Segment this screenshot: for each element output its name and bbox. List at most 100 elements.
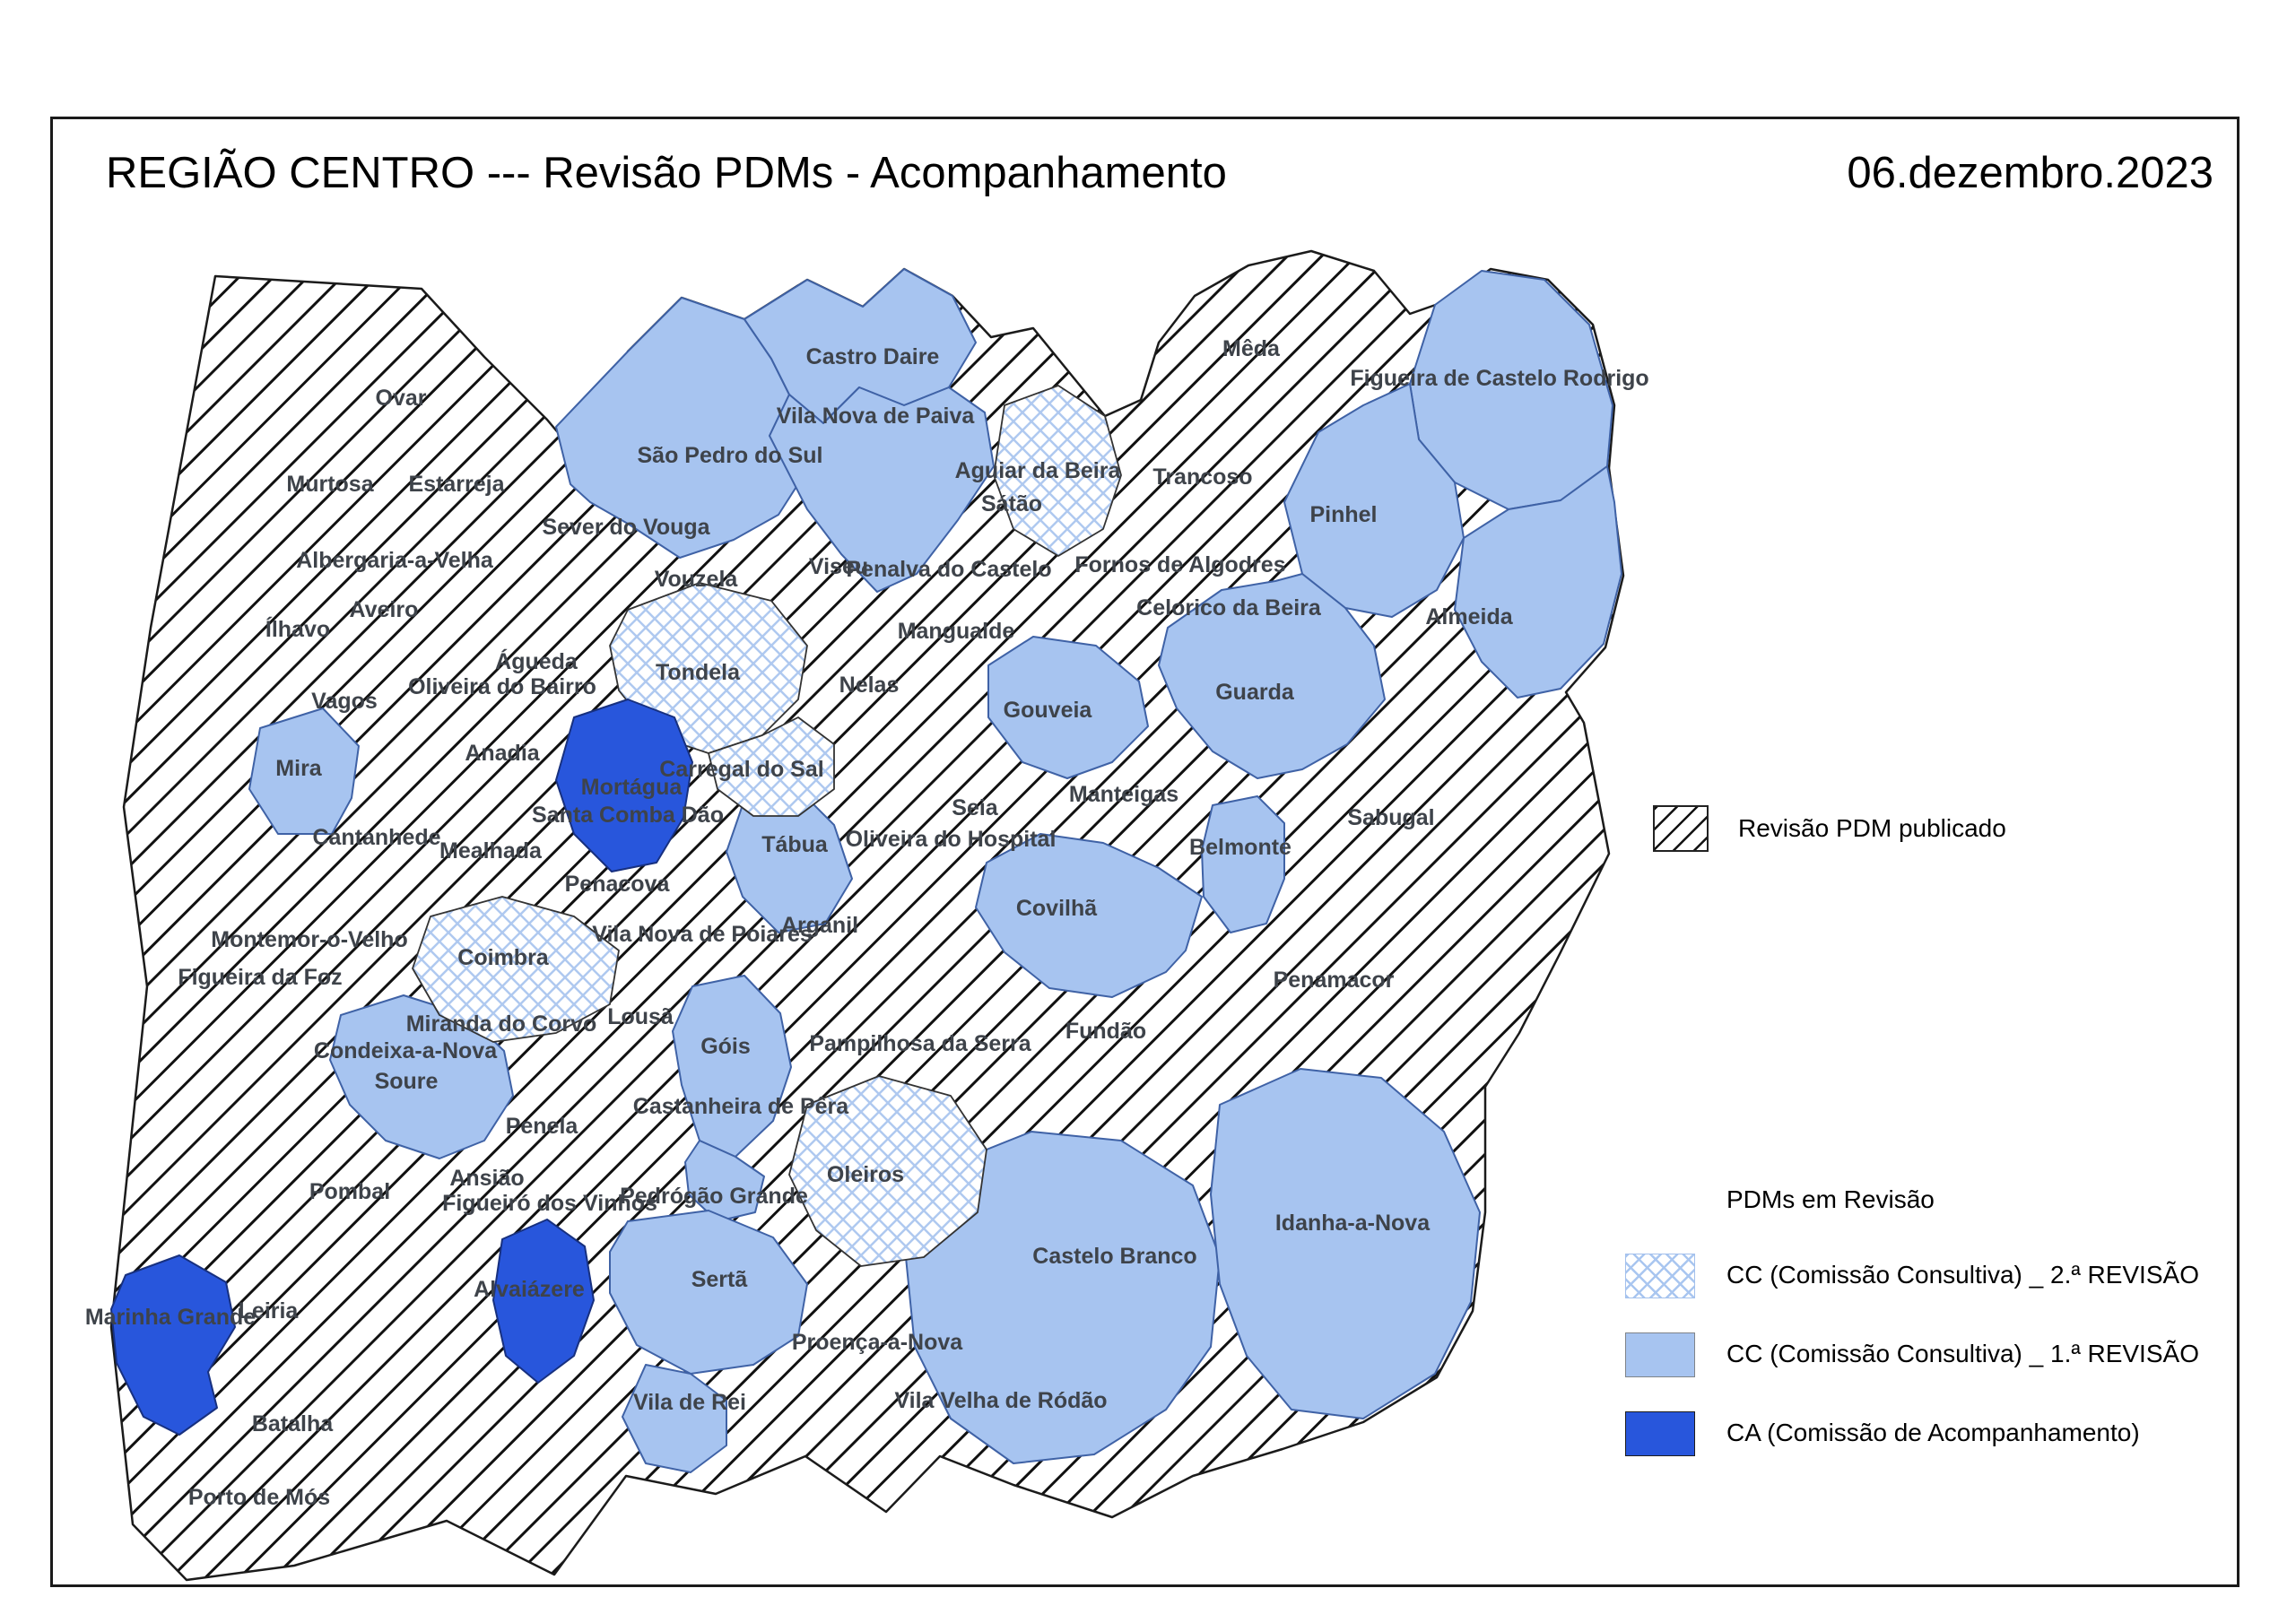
map-label-gouveia: Gouveia [1004, 698, 1093, 723]
map-label-penacova: Penacova [565, 872, 671, 897]
map-label-castro-daire: Castro Daire [806, 344, 940, 369]
municipality-marinha-grande [110, 1254, 236, 1436]
municipality-serta [609, 1210, 808, 1375]
map-label-vila-nova-de-poiares: Vila Nova de Poiares [592, 922, 813, 947]
municipality-vila-de-rei [622, 1364, 727, 1473]
map-labels: Ovar Murtosa Estarreja Sever do Vouga Alberg… [85, 336, 1649, 1510]
map-label-mangualde: Mangualde [898, 619, 1015, 644]
municipality-vila-nova-de-paiva [769, 386, 995, 593]
map-label-vila-de-rei: Vila de Rei [633, 1390, 746, 1415]
map-label-manteigas: Manteigas [1069, 782, 1178, 807]
map-label-oleiros: Oleiros [827, 1162, 904, 1187]
map-label-estarreja: Estarreja [408, 472, 505, 497]
map-label-guarda: Guarda [1215, 680, 1295, 705]
map-label-penalva-do-castelo: Penalva do Castelo [846, 557, 1051, 582]
map-label-nelas: Nelas [839, 673, 900, 698]
municipality-gois [672, 975, 792, 1158]
map-label-pinhel: Pinhel [1309, 502, 1377, 527]
map-label-miranda-do-corvo: Miranda do Corvo [406, 1011, 597, 1037]
map-label-belmonte: Belmonte [1189, 835, 1292, 860]
municipality-alvaiazere [492, 1219, 595, 1384]
legend-label-publicado: Revisão PDM publicado [1738, 814, 2006, 842]
map-label-tondela: Tondela [656, 660, 741, 685]
municipality-castelo-branco [905, 1131, 1221, 1464]
municipality-belmonte [1201, 795, 1285, 933]
municipality-carregal-do-sal [708, 716, 835, 817]
municipality-gouveia [987, 636, 1149, 779]
map-label-figueira-da-foz: Figueira da Foz [178, 965, 342, 990]
map-label-alvaiazere: Alvaiázere [474, 1277, 585, 1302]
map-label-condeixa-a-nova: Condeixa-a-Nova [314, 1038, 498, 1063]
map-label-penela: Penela [506, 1114, 579, 1139]
map-label-leiria: Leiria [239, 1298, 300, 1324]
map-label-ilhavo: Ílhavo [265, 616, 330, 642]
map-label-vagos: Vagos [311, 689, 378, 714]
map-label-ansiao: Ansião [449, 1166, 524, 1191]
map-label-penamacor: Penamacor [1274, 968, 1395, 993]
legend-swatch-publicado [1653, 805, 1709, 852]
map-label-aveiro: Aveiro [350, 597, 419, 622]
map-label-murtosa: Murtosa [286, 472, 374, 497]
map-label-arganil: Arganil [781, 913, 858, 938]
municipality-castanheira-de-pera [684, 1140, 765, 1222]
map-label-soure: Soure [375, 1069, 439, 1094]
legend-swatch-cc-2a-revisao [1625, 1254, 1695, 1298]
map-label-sao-pedro-do-sul: São Pedro do Sul [638, 443, 823, 468]
map-label-coimbra: Coimbra [457, 945, 550, 970]
legend-swatch-ca [1625, 1411, 1695, 1456]
map-label-pombal: Pombal [309, 1179, 390, 1204]
map-label-lousa: Lousã [607, 1004, 674, 1029]
map-label-vila-velha-de-rodao: Vila Velha de Ródão [894, 1388, 1107, 1413]
legend-heading: PDMs em Revisão [1726, 1185, 1935, 1213]
map-label-fornos-de-algodres: Fornos de Algodres [1074, 552, 1285, 577]
legend-label-cc-1a-revisao: CC (Comissão Consultiva) _ 1.ª REVISÃO [1726, 1340, 2199, 1367]
map-label-vila-nova-de-paiva: Vila Nova de Paiva [777, 404, 976, 429]
map-label-anadia: Anadia [465, 741, 540, 766]
map-label-fundao: Fundão [1065, 1019, 1146, 1044]
map-label-idanha-a-nova: Idanha-a-Nova [1275, 1211, 1431, 1236]
map-label-oliveira-do-hospital: Oliveira do Hospital [846, 827, 1057, 852]
map-label-figueiro-dos-vinhos: Figueiró dos Vinhos [442, 1191, 657, 1216]
map-label-viseu: Viseu [809, 554, 868, 579]
municipality-aguiar-da-beira [993, 385, 1122, 557]
map-label-marinha-grande: Marinha Grande [85, 1305, 256, 1330]
map-label-figueira-de-castelo-rodrigo: Figueira de Castelo Rodrigo [1350, 366, 1648, 391]
map-label-pedrogao-grande: Pedrógão Grande [620, 1184, 808, 1209]
map-label-porto-de-mos: Porto de Mós [188, 1485, 330, 1510]
municipality-mira [248, 707, 360, 835]
map-label-carregal-do-sal: Carregal do Sal [659, 757, 823, 782]
map-label-castelo-branco: Castelo Branco [1032, 1244, 1196, 1269]
map-label-gois: Góis [700, 1034, 751, 1059]
map-label-cantanhede: Cantanhede [312, 825, 440, 850]
map-label-meda: Mêda [1222, 336, 1281, 361]
map-label-almeida: Almeida [1425, 604, 1513, 629]
municipality-almeida [1454, 465, 1622, 699]
map-label-satao: Sátão [981, 491, 1042, 516]
map-label-aguiar-da-beira: Aguiar da Beira [955, 458, 1122, 483]
map-label-santa-comba-dao: Santa Comba Dão [532, 803, 724, 828]
map-label-mealhada: Mealhada [439, 838, 543, 864]
map-label-sabugal: Sabugal [1347, 805, 1434, 830]
map-label-batalha: Batalha [252, 1411, 334, 1436]
map-label-montemor-o-velho: Montemor-o-Velho [211, 927, 407, 952]
map-label-proenca-a-nova: Proença-a-Nova [792, 1330, 963, 1355]
map-label-mira: Mira [275, 756, 323, 781]
map-label-oliveira-do-bairro: Oliveira do Bairro [408, 674, 596, 699]
map-label-trancoso: Trancoso [1152, 464, 1252, 490]
map-label-serta: Sertã [691, 1267, 748, 1292]
map-label-pampilhosa-da-serra: Pampilhosa da Serra [809, 1031, 1031, 1056]
legend-swatch-cc-1a-revisao [1625, 1332, 1695, 1377]
map-label-agueda: Águeda [495, 648, 578, 674]
map-label-albergaria-a-velha: Albergaria-a-Velha [296, 548, 494, 573]
map-label-ovar: Ovar [376, 386, 427, 411]
map-label-seia: Seia [952, 795, 999, 820]
map-label-tabua: Tábua [761, 832, 829, 857]
municipality-mortagua-santa-comba-dao [555, 699, 693, 872]
municipality-idanha-a-nova [1210, 1068, 1481, 1419]
map-label-celorico-da-beira: Celorico da Beira [1136, 595, 1322, 621]
municipality-covilha [975, 833, 1203, 998]
legend-label-cc-2a-revisao: CC (Comissão Consultiva) _ 2.ª REVISÃO [1726, 1261, 2199, 1289]
outer-frame [50, 117, 2239, 1587]
